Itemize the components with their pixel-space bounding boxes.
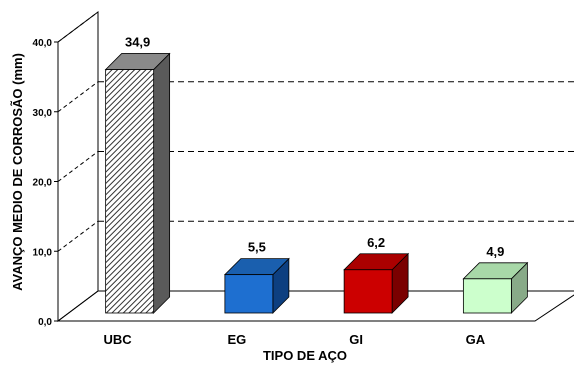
gridline-side (57, 81, 99, 113)
bar-ga (462, 261, 529, 314)
y-tick-label: 0,0 (38, 317, 52, 328)
gridlines (57, 11, 574, 252)
gridline-side (57, 11, 99, 43)
data-labels: 34,9 5,5 6,2 4,9 (125, 35, 504, 259)
data-label: 6,2 (367, 235, 385, 250)
y-ticks: 0,0 10,0 20,0 30,0 40,0 (33, 38, 58, 328)
category-label: EG (227, 332, 246, 347)
bar-front (105, 69, 155, 314)
bar-ubc (104, 52, 171, 314)
category-label: GA (466, 332, 486, 347)
category-labels: UBC EG GI GA (104, 332, 486, 347)
y-tick-label: 10,0 (33, 247, 53, 258)
floor (56, 290, 574, 322)
gridline-side (57, 220, 99, 252)
category-label: UBC (104, 332, 133, 347)
bar-gi (343, 252, 410, 314)
bar-front (224, 274, 274, 314)
data-label: 4,9 (486, 244, 504, 259)
y-tick-label: 20,0 (33, 178, 53, 189)
data-label: 5,5 (248, 240, 266, 255)
bar-front (343, 269, 393, 314)
gridline-side (57, 151, 99, 182)
category-label: GI (349, 332, 363, 347)
y-tick-label: 40,0 (33, 38, 53, 49)
bars (104, 52, 529, 314)
x-axis-title: TIPO DE AÇO (263, 348, 347, 363)
data-label: 34,9 (125, 35, 150, 50)
bar-side (153, 52, 171, 314)
bar-front (462, 278, 512, 314)
y-axis-title: AVANÇO MEDIO DE CORROSÃO (mm) (10, 53, 25, 291)
bar-eg (223, 257, 290, 314)
y-tick-label: 30,0 (33, 108, 53, 119)
